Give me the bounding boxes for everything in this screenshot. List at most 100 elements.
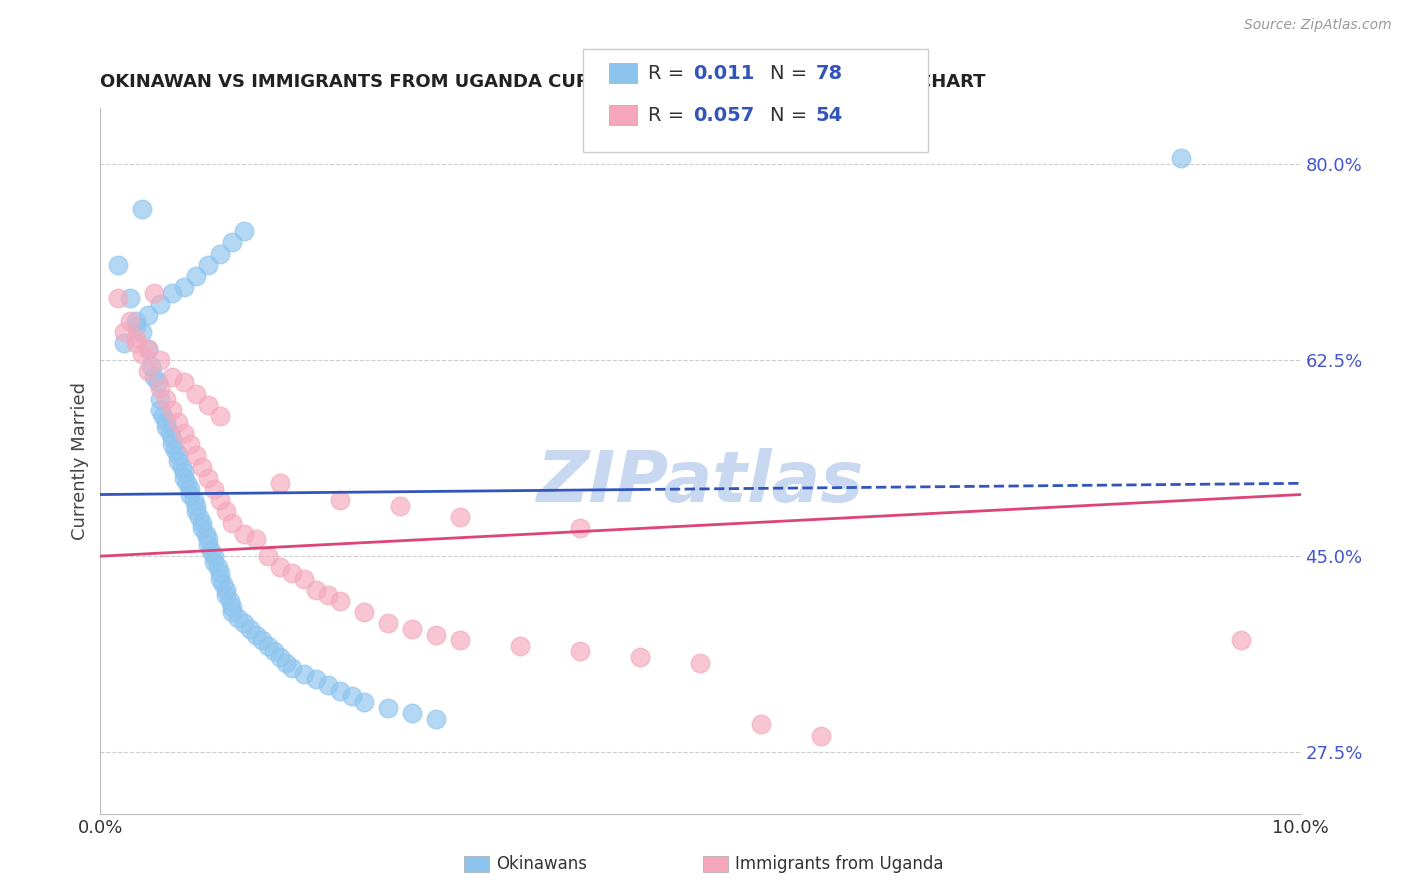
Point (186, 448, 208, 462)
Point (221, 599, 243, 614)
Point (329, 594, 352, 608)
Point (401, 706, 423, 720)
Point (179, 437, 201, 451)
Point (143, 285, 166, 300)
Text: Source: ZipAtlas.com: Source: ZipAtlas.com (1244, 18, 1392, 32)
Point (152, 409, 174, 423)
Point (197, 471, 219, 485)
Point (509, 639, 531, 653)
Point (342, 690, 364, 704)
Point (377, 700, 399, 714)
Point (162, 432, 184, 446)
Point (389, 499, 412, 513)
Point (112, 325, 135, 339)
Point (221, 235, 243, 250)
Point (173, 425, 195, 440)
Point (276, 656, 298, 670)
Point (353, 605, 375, 619)
Point (197, 538, 219, 552)
Point (245, 627, 267, 641)
Point (131, 325, 153, 339)
Point (245, 533, 267, 547)
Point (281, 566, 304, 580)
Point (149, 381, 172, 395)
Point (215, 589, 238, 603)
Point (149, 403, 172, 417)
Point (120, 314, 142, 328)
Point (186, 499, 208, 513)
Point (167, 448, 190, 462)
Point (176, 476, 198, 491)
Point (163, 442, 186, 457)
Point (149, 392, 172, 407)
Point (162, 437, 184, 451)
Point (162, 285, 184, 300)
Point (107, 258, 129, 272)
Point (155, 392, 177, 407)
Point (449, 510, 471, 524)
Point (269, 476, 291, 491)
Text: N =: N = (770, 63, 814, 83)
Point (179, 487, 201, 501)
Point (139, 359, 162, 373)
Point (186, 504, 208, 518)
Point (318, 589, 340, 603)
Point (179, 482, 201, 496)
Point (569, 521, 592, 535)
Point (221, 516, 243, 530)
Point (305, 673, 328, 687)
Point (107, 291, 129, 305)
Text: ZIPatlas: ZIPatlas (537, 448, 865, 516)
Point (281, 661, 304, 675)
Point (209, 409, 232, 423)
Point (125, 319, 148, 334)
Point (329, 493, 352, 508)
Text: 0.011: 0.011 (693, 63, 755, 83)
Point (305, 582, 328, 597)
Point (146, 376, 169, 390)
Point (202, 549, 225, 564)
Text: 78: 78 (815, 63, 842, 83)
Point (138, 342, 160, 356)
Point (125, 330, 148, 344)
Point (186, 386, 208, 401)
Point (125, 314, 148, 328)
Point (149, 353, 172, 368)
Point (170, 459, 193, 474)
Point (252, 633, 274, 648)
Point (239, 622, 262, 636)
Point (318, 678, 340, 692)
Point (191, 459, 214, 474)
Point (159, 425, 181, 440)
Point (167, 415, 190, 429)
Point (1170, 151, 1192, 165)
Point (294, 572, 316, 586)
Point (186, 268, 208, 283)
Point (194, 526, 217, 541)
Point (202, 555, 225, 569)
Text: R =: R = (648, 105, 690, 125)
Point (197, 533, 219, 547)
Point (131, 347, 153, 361)
Point (233, 224, 256, 238)
Point (211, 577, 233, 591)
Point (569, 644, 592, 658)
Text: Immigrants from Uganda: Immigrants from Uganda (735, 855, 943, 873)
Point (294, 666, 316, 681)
Point (228, 611, 250, 625)
Point (401, 622, 423, 636)
Point (377, 616, 399, 631)
Point (120, 291, 142, 305)
Text: Okinawans: Okinawans (496, 855, 588, 873)
Point (207, 560, 229, 574)
Point (149, 297, 172, 311)
Point (329, 683, 352, 698)
Point (173, 471, 195, 485)
Point (187, 510, 209, 524)
Point (219, 594, 242, 608)
Text: 54: 54 (815, 105, 842, 125)
Point (131, 202, 153, 216)
Point (425, 712, 447, 726)
Point (173, 280, 195, 294)
Point (221, 605, 243, 619)
